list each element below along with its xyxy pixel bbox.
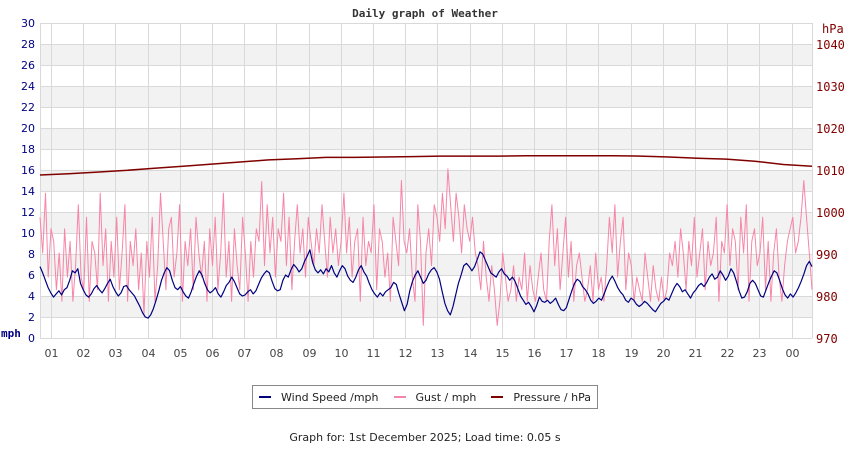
- y-tick-label: 2: [28, 311, 35, 324]
- y-tick-label: 24: [21, 80, 35, 93]
- x-tick-label: 20: [657, 347, 671, 360]
- legend-label: Wind Speed /mph: [281, 390, 379, 404]
- y2-tick-label: 1000: [816, 206, 845, 220]
- x-tick-label: 08: [270, 347, 284, 360]
- y2-tick-label: 1040: [816, 38, 845, 52]
- legend-item-pressure: Pressure / hPa: [491, 391, 591, 404]
- x-tick-label: 13: [431, 347, 445, 360]
- x-tick-label: 09: [303, 347, 317, 360]
- legend-label: Gust / mph: [415, 390, 477, 404]
- wind-speed-line: [39, 249, 813, 319]
- y2-tick-label: 990: [816, 248, 838, 262]
- chart-legend: Wind Speed /mph Gust / mph Pressure / hP…: [252, 385, 598, 409]
- grid-bands: [40, 44, 812, 317]
- y-tick-label: 8: [28, 248, 35, 261]
- y2-tick-label: 1030: [816, 80, 845, 94]
- x-tick-label: 16: [528, 347, 542, 360]
- left-axis-label: mph: [1, 327, 21, 340]
- grid-band: [40, 170, 812, 191]
- x-tick-label: 18: [592, 347, 606, 360]
- weather-chart: Daily graph of Weather 02468101214161820…: [1, 7, 845, 360]
- x-tick-label: 01: [45, 347, 59, 360]
- x-tick-label: 14: [464, 347, 478, 360]
- grid-band: [40, 212, 812, 233]
- x-tick-label: 00: [786, 347, 800, 360]
- legend-label: Pressure / hPa: [513, 390, 591, 404]
- x-tick-label: 02: [77, 347, 91, 360]
- x-tick-label: 03: [109, 347, 123, 360]
- x-tick-label: 15: [496, 347, 510, 360]
- y-tick-label: 12: [21, 206, 35, 219]
- x-tick-label: 21: [689, 347, 703, 360]
- y-tick-label: 10: [21, 227, 35, 240]
- pressure-line: [39, 154, 813, 176]
- y-tick-label: 14: [21, 185, 35, 198]
- y2-tick-label: 970: [816, 332, 838, 346]
- y2-tick-label: 980: [816, 290, 838, 304]
- x-tick-label: 10: [335, 347, 349, 360]
- x-tick-label: 04: [142, 347, 156, 360]
- y2-tick-label: 1020: [816, 122, 845, 136]
- y-tick-label: 22: [21, 101, 35, 114]
- x-tick-label: 12: [399, 347, 413, 360]
- legend-item-gust: Gust / mph: [393, 390, 477, 404]
- x-axis-ticks: 01 02 03 04 05 06 07 08 09 10 11 12 13 14 15 16 17 18 19 20…: [45, 347, 800, 360]
- grid-band: [40, 86, 812, 107]
- x-tick-label: 23: [753, 347, 767, 360]
- right-axis-label: hPa: [822, 22, 844, 36]
- gust-line: [39, 168, 813, 326]
- x-tick-label: 17: [560, 347, 574, 360]
- y-tick-label: 6: [28, 269, 35, 282]
- legend-item-wind: Wind Speed /mph: [259, 391, 379, 404]
- x-tick-label: 05: [174, 347, 188, 360]
- y-tick-label: 0: [28, 332, 35, 345]
- x-tick-label: 11: [367, 347, 381, 360]
- gust-swatch-icon: [393, 396, 406, 398]
- y-tick-label: 28: [21, 38, 35, 51]
- y-tick-label: 20: [21, 122, 35, 135]
- x-tick-label: 06: [206, 347, 220, 360]
- chart-title: Daily graph of Weather: [352, 7, 498, 20]
- x-tick-label: 07: [238, 347, 252, 360]
- right-axis-ticks: 970 980 990 1000 1010 1020 1030 1040: [816, 38, 845, 346]
- y-tick-label: 16: [21, 164, 35, 177]
- wind-speed-swatch-icon: [259, 396, 271, 398]
- y-tick-label: 26: [21, 59, 35, 72]
- y2-tick-label: 1010: [816, 164, 845, 178]
- grid-lines: [40, 23, 813, 339]
- grid-band: [40, 128, 812, 149]
- y-tick-label: 30: [21, 17, 35, 30]
- grid-band: [40, 44, 812, 65]
- footer-status: Graph for: 1st December 2025; Load time:…: [289, 431, 561, 444]
- y-tick-label: 4: [28, 290, 35, 303]
- pressure-swatch-icon: [491, 396, 504, 398]
- x-tick-label: 22: [721, 347, 735, 360]
- y-tick-label: 18: [21, 143, 35, 156]
- series-lines: [39, 154, 813, 326]
- grid-band: [40, 296, 812, 317]
- x-tick-label: 19: [625, 347, 639, 360]
